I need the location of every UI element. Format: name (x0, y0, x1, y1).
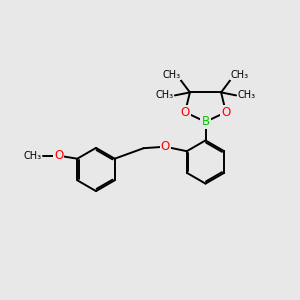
Text: O: O (221, 106, 230, 119)
Text: O: O (160, 140, 170, 153)
Text: CH₃: CH₃ (23, 151, 42, 161)
Text: B: B (201, 115, 210, 128)
Text: CH₃: CH₃ (163, 70, 181, 80)
Text: CH₃: CH₃ (155, 90, 173, 100)
Text: CH₃: CH₃ (238, 90, 256, 100)
Text: O: O (181, 106, 190, 119)
Text: CH₃: CH₃ (230, 70, 248, 80)
Text: O: O (54, 149, 63, 162)
